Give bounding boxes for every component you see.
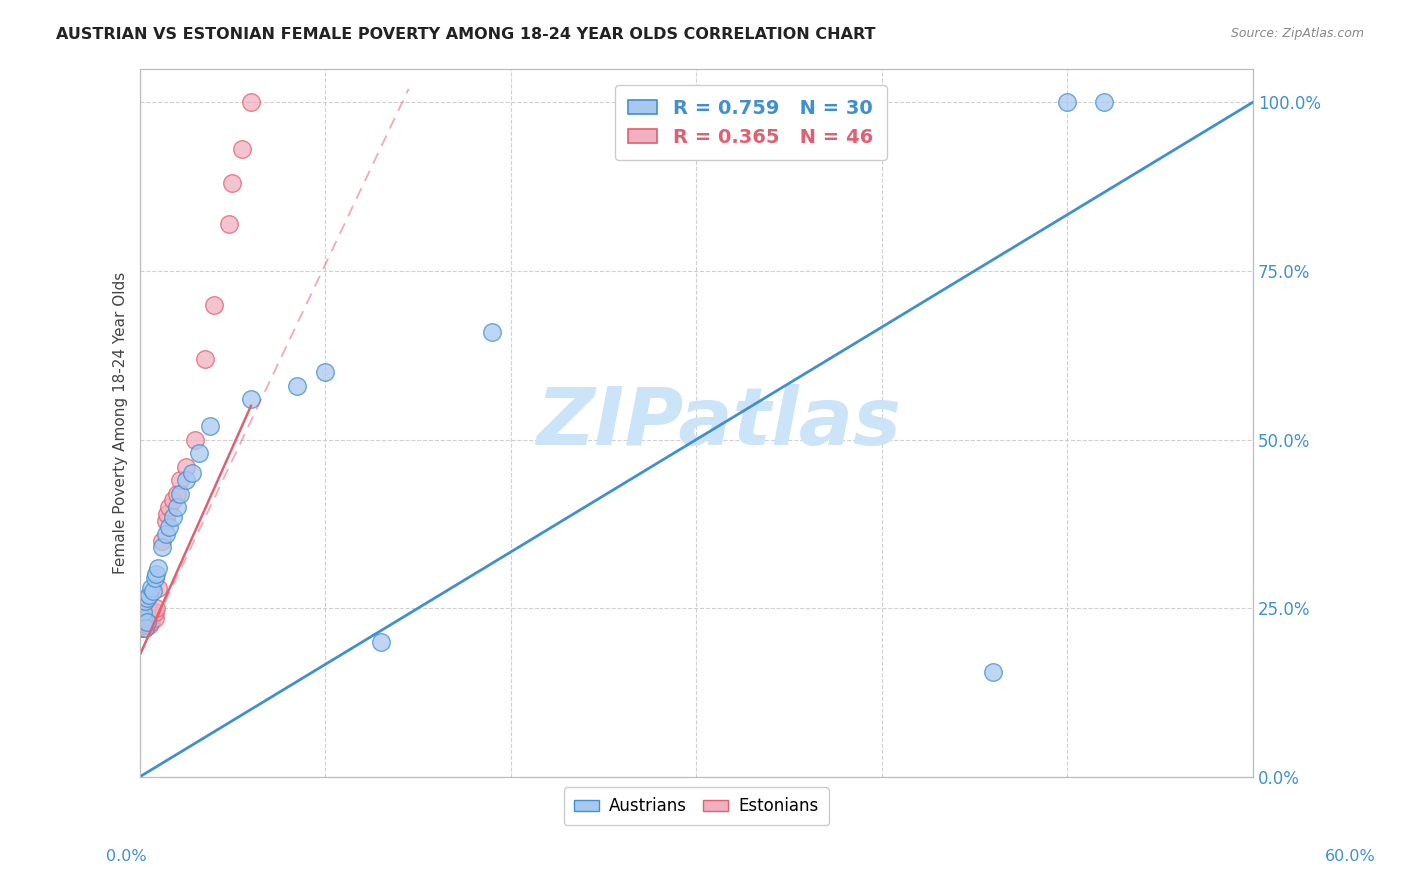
Text: AUSTRIAN VS ESTONIAN FEMALE POVERTY AMONG 18-24 YEAR OLDS CORRELATION CHART: AUSTRIAN VS ESTONIAN FEMALE POVERTY AMON… [56, 27, 876, 42]
Point [1056, 95, 1078, 110]
Point [134, 594, 156, 608]
Point [166, 500, 188, 514]
Point [139, 615, 162, 629]
Point [169, 486, 191, 500]
Point [139, 611, 162, 625]
Point [142, 584, 165, 599]
Point [132, 618, 155, 632]
Point [1094, 95, 1116, 110]
Point [134, 618, 156, 632]
Legend: Austrians, Estonians: Austrians, Estonians [564, 788, 828, 825]
Point [188, 446, 211, 460]
Point [132, 607, 155, 622]
Point [142, 607, 165, 622]
Point [138, 618, 160, 632]
Point [155, 527, 177, 541]
Point [134, 622, 156, 636]
Point [148, 560, 170, 574]
Point [157, 500, 180, 514]
Y-axis label: Female Poverty Among 18-24 Year Olds: Female Poverty Among 18-24 Year Olds [114, 271, 128, 574]
Point [150, 541, 173, 555]
Point [162, 493, 184, 508]
Point [150, 533, 173, 548]
Point [221, 176, 243, 190]
Text: 0.0%: 0.0% [107, 849, 146, 863]
Point [155, 514, 177, 528]
Point [131, 611, 153, 625]
Point [194, 351, 217, 366]
Point [285, 378, 308, 392]
Point [981, 665, 1004, 680]
Point [145, 567, 167, 582]
Point [131, 615, 153, 629]
Point [143, 571, 166, 585]
Point [131, 622, 153, 636]
Point [231, 143, 253, 157]
Text: ZIPatlas: ZIPatlas [536, 384, 901, 462]
Point [218, 217, 240, 231]
Point [134, 605, 156, 619]
Point [134, 622, 156, 636]
Point [139, 581, 162, 595]
Point [138, 601, 160, 615]
Point [174, 473, 197, 487]
Point [202, 298, 225, 312]
Point [481, 325, 503, 339]
Point [134, 615, 156, 629]
Point [143, 605, 166, 619]
Point [143, 611, 166, 625]
Point [132, 622, 155, 636]
Point [131, 618, 153, 632]
Point [136, 615, 159, 629]
Point [138, 615, 160, 629]
Text: 60.0%: 60.0% [1324, 849, 1375, 863]
Point [169, 473, 191, 487]
Point [134, 611, 156, 625]
Point [131, 601, 153, 615]
Point [138, 607, 160, 622]
Point [136, 618, 159, 632]
Point [148, 581, 170, 595]
Point [138, 588, 160, 602]
Point [136, 605, 159, 619]
Point [132, 611, 155, 625]
Point [136, 611, 159, 625]
Point [132, 615, 155, 629]
Point [184, 433, 207, 447]
Point [157, 520, 180, 534]
Point [136, 591, 159, 606]
Point [145, 601, 167, 615]
Point [370, 635, 392, 649]
Point [174, 459, 197, 474]
Point [314, 365, 336, 379]
Point [156, 507, 179, 521]
Point [139, 605, 162, 619]
Point [132, 601, 155, 615]
Point [240, 95, 263, 110]
Point [162, 510, 184, 524]
Point [180, 467, 202, 481]
Text: Source: ZipAtlas.com: Source: ZipAtlas.com [1230, 27, 1364, 40]
Point [132, 605, 155, 619]
Point [198, 419, 221, 434]
Point [131, 607, 153, 622]
Point [240, 392, 263, 406]
Point [166, 486, 188, 500]
